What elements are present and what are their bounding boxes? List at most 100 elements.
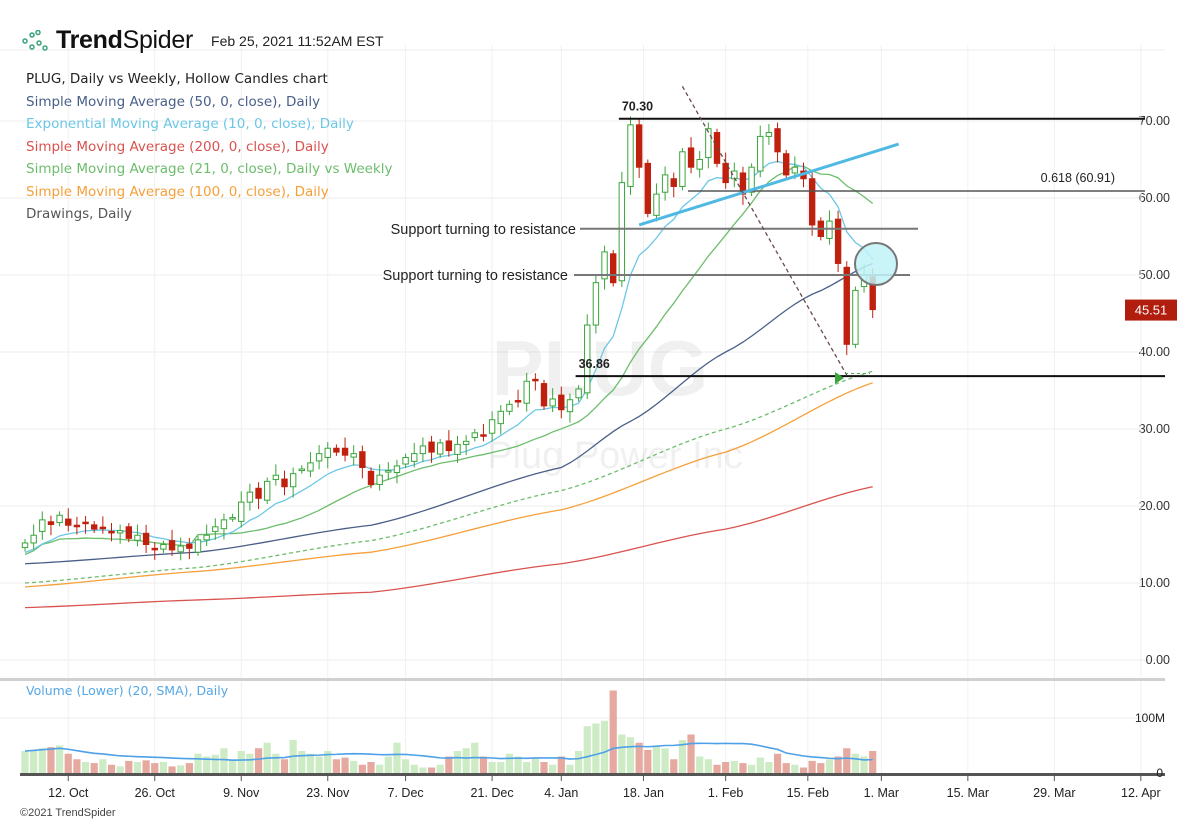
volume-bar <box>151 763 159 773</box>
volume-bar <box>531 757 539 773</box>
x-tick-label: 26. Oct <box>135 786 176 800</box>
candle-body <box>575 388 582 399</box>
candle <box>177 537 184 561</box>
candle-body <box>661 174 669 193</box>
volume-bar <box>661 748 669 773</box>
candle <box>739 166 747 205</box>
legend-sma21-weekly[interactable]: Simple Moving Average (21, 0, close), Da… <box>26 161 393 177</box>
candle <box>635 118 643 178</box>
candle-body <box>843 266 850 345</box>
sma21-weekly-line <box>24 370 873 584</box>
candle-body <box>151 547 158 551</box>
candle-body <box>644 162 651 214</box>
volume-bar <box>592 723 600 773</box>
volume-bar <box>756 757 764 773</box>
volume-bar <box>107 764 116 773</box>
volume-bar <box>203 756 211 773</box>
volume-bar <box>869 751 877 773</box>
candle-body <box>56 514 63 524</box>
candle-body <box>281 478 288 488</box>
candle <box>437 439 444 458</box>
candle <box>376 464 383 491</box>
volume-bar <box>393 742 401 773</box>
x-tick-label: 29. Mar <box>1033 786 1075 800</box>
volume-bar <box>670 759 678 773</box>
legend-sma50[interactable]: Simple Moving Average (50, 0, close), Da… <box>26 93 321 110</box>
candle-body <box>203 534 210 541</box>
candle-body <box>566 399 574 413</box>
volume-bar <box>687 734 695 773</box>
candle-body <box>272 474 280 480</box>
candle-body <box>592 282 600 326</box>
x-tick-label: 21. Dec <box>471 786 514 800</box>
candle-body <box>462 440 470 445</box>
candle-body <box>852 289 859 345</box>
candle <box>445 430 453 457</box>
candle-body <box>116 530 124 534</box>
candle <box>454 435 461 463</box>
candle-body <box>333 447 340 453</box>
volume-bar <box>47 747 55 773</box>
candle-body <box>497 410 504 425</box>
candle <box>419 437 427 463</box>
volume-bar <box>453 751 462 773</box>
volume-bar <box>488 762 496 773</box>
timestamp: Feb 25, 2021 11:52AM EST <box>211 32 384 49</box>
volume-bar <box>843 748 851 773</box>
volume-bar <box>609 690 617 773</box>
volume-bar <box>505 753 513 773</box>
candle-body <box>834 218 842 264</box>
volume-bar <box>402 759 410 773</box>
volume-bar <box>246 753 254 773</box>
x-tick-label: 4. Jan <box>544 786 578 800</box>
trendline <box>638 142 900 227</box>
candle <box>393 459 401 484</box>
candle-body <box>687 147 695 168</box>
candle <box>73 516 81 535</box>
candle-body <box>635 124 643 168</box>
legend-sma100[interactable]: Simple Moving Average (100, 0, close), D… <box>26 183 329 200</box>
volume-bar <box>237 751 245 773</box>
legend-ema10[interactable]: Exponential Moving Average (10, 0, close… <box>26 116 354 132</box>
volume-bar <box>142 760 150 773</box>
candle <box>385 462 392 480</box>
candle-body <box>315 453 323 462</box>
volume-legend[interactable]: Volume (Lower) (20, SMA), Daily <box>26 683 229 698</box>
candle-body <box>610 253 617 284</box>
y-tick-label: 0.00 <box>1146 653 1170 667</box>
volume-bar <box>254 748 263 773</box>
volume-bar <box>81 762 90 773</box>
x-tick-label: 15. Feb <box>787 786 829 800</box>
candle-body <box>722 162 729 184</box>
candle <box>298 465 306 474</box>
legend-sma200[interactable]: Simple Moving Average (200, 0, close), D… <box>26 138 329 155</box>
candle <box>696 151 703 178</box>
candle-body <box>679 151 686 187</box>
volume-bar <box>445 756 453 773</box>
candle <box>670 172 677 198</box>
highlight-circle <box>854 242 898 286</box>
candle-body <box>212 526 219 532</box>
candle-body <box>246 491 254 503</box>
volume-bar <box>523 762 531 773</box>
candle <box>540 379 548 410</box>
candle-body <box>73 524 81 528</box>
candle <box>56 511 63 527</box>
x-tick-label: 15. Mar <box>947 786 989 800</box>
legend-drawings[interactable]: Drawings, Daily <box>26 206 132 222</box>
candle <box>566 393 574 423</box>
candle-body <box>454 443 461 455</box>
candle-body <box>445 440 453 452</box>
candle <box>757 125 764 178</box>
candle-body <box>393 465 401 474</box>
candle <box>826 210 833 245</box>
candle <box>264 477 271 505</box>
legend: PLUG, Daily vs Weekly, Hollow Candles ch… <box>26 68 393 226</box>
volume-bar <box>462 748 470 773</box>
sma100-line <box>24 382 873 588</box>
candle-body <box>177 545 184 553</box>
candle <box>186 537 193 560</box>
candle-body <box>134 534 141 541</box>
volume-bar <box>358 764 366 773</box>
